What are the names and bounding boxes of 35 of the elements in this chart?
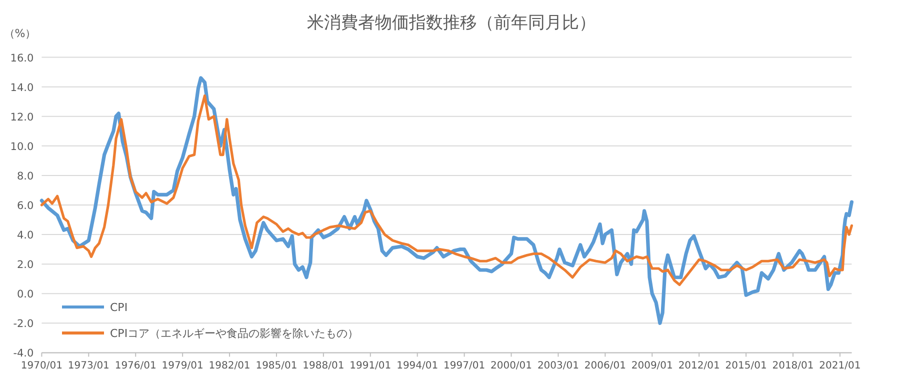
y-tick-label: 16.0: [10, 52, 34, 64]
y-tick-label: 4.0: [16, 230, 34, 242]
y-tick-label: 10.0: [10, 140, 34, 153]
x-tick-label: 2000/01: [490, 360, 532, 372]
legend-label: CPIコア（エネルギーや食品の影響を除いたもの）: [110, 327, 359, 340]
y-tick-label: -2.0: [13, 318, 34, 330]
y-tick-label: 6.0: [16, 200, 34, 212]
x-tick-label: 2003/01: [537, 360, 579, 372]
y-tick-label: 2.0: [16, 259, 34, 272]
x-tick-label: 1994/01: [396, 360, 438, 372]
x-tick-label: 2021/01: [819, 360, 861, 372]
x-tick-label: 1997/01: [444, 360, 486, 372]
x-tick-label: 1973/01: [68, 360, 110, 372]
x-tick-label: 1970/01: [20, 360, 62, 372]
y-tick-label: 8.0: [16, 170, 34, 182]
x-tick-label: 2012/01: [678, 360, 720, 372]
chart-title: 米消費者物価指数推移（前年同月比）: [307, 13, 596, 33]
x-tick-label: 1985/01: [256, 360, 298, 372]
x-tick-label: 1979/01: [162, 360, 204, 372]
y-axis-title: （%）: [4, 27, 36, 40]
line-series: [40, 76, 854, 325]
x-tick-label: 2009/01: [631, 360, 673, 372]
y-tick-label: -4.0: [13, 348, 34, 360]
line-series: [40, 94, 853, 286]
legend-label: CPI: [110, 301, 128, 314]
x-tick-label: 2006/01: [584, 360, 626, 372]
x-tick-label: 1982/01: [208, 360, 250, 372]
y-tick-label: 14.0: [10, 82, 34, 94]
y-tick-label: 12.0: [10, 111, 34, 124]
x-tick-label: 2018/01: [772, 360, 814, 372]
x-tick-label: 2015/01: [725, 360, 767, 372]
x-tick-label: 1991/01: [350, 360, 392, 372]
x-tick-label: 1988/01: [302, 360, 344, 372]
x-tick-label: 1976/01: [114, 360, 156, 372]
y-tick-label: 0.0: [16, 288, 34, 301]
